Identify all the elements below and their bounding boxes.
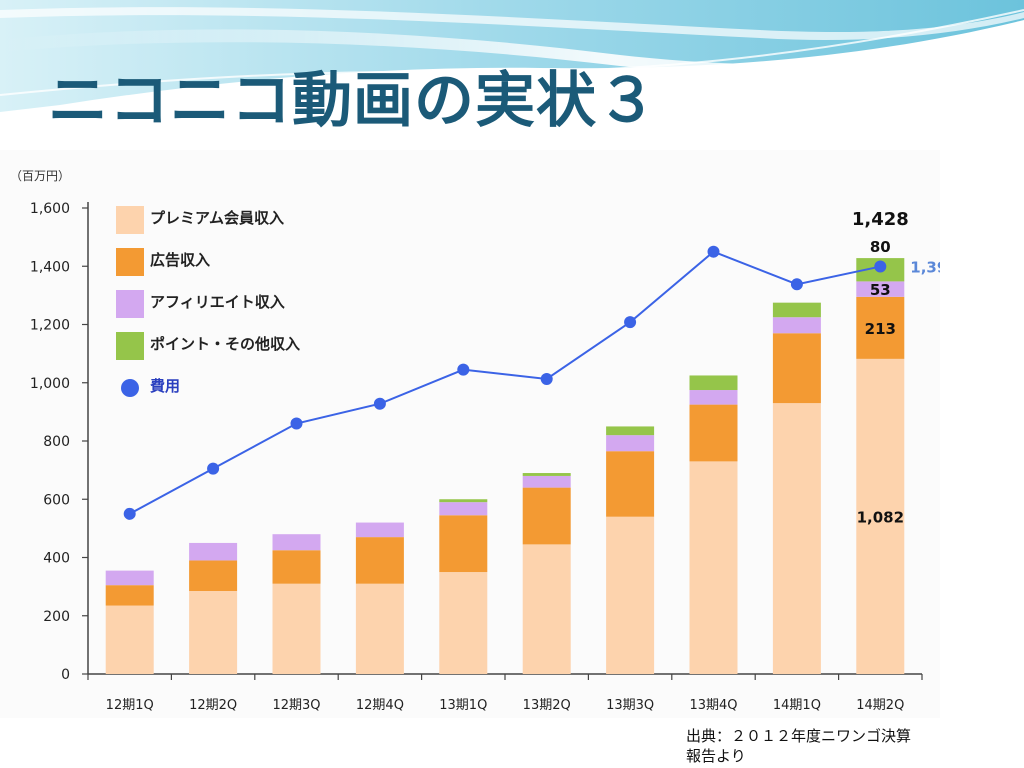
x-tick-label: 14期1Q	[773, 698, 821, 713]
source-line-1: 出典：２０１２年度ニワンゴ決算	[686, 727, 912, 745]
legend-swatch-3	[116, 290, 144, 318]
x-tick-label: 12期2Q	[189, 698, 237, 713]
x-tick-label: 12期4Q	[356, 698, 404, 713]
bar-segment-2	[439, 515, 488, 573]
legend-swatch-cost	[121, 379, 139, 397]
bar-segment-4	[522, 473, 571, 476]
bar-segment-3	[856, 281, 905, 297]
legend-swatch-4	[116, 332, 144, 360]
bar-segment-3	[772, 317, 821, 334]
bar-segment-2	[189, 560, 238, 591]
x-tick-label: 14期2Q	[856, 698, 904, 713]
bar-segment-2	[272, 550, 321, 584]
source-note: 出典：２０１２年度ニワンゴ決算 報告より	[686, 726, 911, 766]
x-tick-label: 12期3Q	[272, 698, 320, 713]
data-label-total: 1,428	[852, 209, 909, 230]
bar-segment-2	[606, 451, 655, 517]
bar-segment-1	[272, 583, 321, 674]
source-line-2: 報告より	[686, 747, 746, 765]
data-label-ads: 213	[865, 320, 896, 338]
x-tick-label: 13期3Q	[606, 698, 654, 713]
bar-segment-1	[606, 516, 655, 674]
legend-label-2: 広告収入	[150, 251, 210, 269]
x-tick-label: 13期2Q	[523, 698, 571, 713]
slide-title: ニコニコ動画の実状３	[48, 66, 658, 136]
legend-label-1: プレミアム会員収入	[150, 209, 284, 227]
cost-point	[123, 507, 136, 520]
y-tick-label: 1,200	[30, 318, 70, 334]
cost-point	[540, 372, 553, 385]
y-tick-label: 1,600	[30, 201, 70, 217]
legend-swatch-1	[116, 206, 144, 234]
y-tick-label: 0	[61, 667, 70, 683]
bar-segment-3	[522, 475, 571, 488]
cost-point	[624, 316, 637, 329]
bar-segment-1	[772, 403, 821, 674]
bar-segment-3	[606, 435, 655, 452]
cost-line	[129, 250, 881, 515]
bar-segment-3	[272, 534, 321, 551]
y-tick-label: 400	[43, 551, 70, 567]
cost-point	[457, 363, 470, 376]
y-tick-label: 200	[43, 609, 70, 625]
data-label-cost: 1,399	[910, 259, 940, 277]
y-tick-label: 1,000	[30, 376, 70, 392]
data-label-affiliate: 53	[870, 281, 891, 299]
y-tick-label: 1,400	[30, 259, 70, 275]
cost-point	[373, 397, 386, 410]
bar-segment-2	[105, 585, 154, 606]
bar-segment-4	[689, 375, 738, 391]
cost-point	[874, 260, 887, 273]
bar-segment-3	[439, 502, 488, 516]
bar-segment-2	[689, 404, 738, 462]
bar-segment-1	[522, 544, 571, 674]
legend-swatch-2	[116, 248, 144, 276]
bar-segment-2	[856, 296, 905, 359]
unit-label: （百万円）	[10, 169, 70, 183]
legend-label-3: アフィリエイト収入	[150, 293, 285, 311]
stacked-bar-chart: （百万円） 0 200 400 600 800 1,000 1,200 1,400 1,600 12…	[10, 169, 940, 713]
bar-segment-4	[606, 426, 655, 436]
y-tick-label: 600	[43, 492, 70, 508]
cost-point	[207, 462, 220, 475]
bar-segment-1	[189, 590, 238, 674]
x-tick-label: 13期1Q	[439, 698, 487, 713]
bar-segment-1	[105, 605, 154, 674]
legend-label-4: ポイント・その他収入	[150, 335, 300, 353]
bar-segment-2	[355, 537, 404, 584]
legend-label-cost: 費用	[150, 377, 180, 395]
bar-segment-4	[772, 302, 821, 318]
bar-segment-2	[522, 487, 571, 545]
bar-segment-3	[189, 542, 238, 561]
cost-point	[290, 417, 303, 430]
bar-segment-3	[105, 570, 154, 586]
y-tick-label: 800	[43, 434, 70, 450]
bar-segment-1	[856, 358, 905, 674]
bar-segment-4	[439, 499, 488, 503]
bar-segment-3	[689, 390, 738, 405]
x-tick-label: 12期1Q	[106, 698, 154, 713]
bar-segment-1	[439, 572, 488, 674]
data-label-points: 80	[870, 238, 891, 256]
bar-segment-1	[689, 461, 738, 674]
cost-point	[790, 278, 803, 291]
bar-segment-3	[355, 522, 404, 538]
chart-panel: （百万円） 0 200 400 600 800 1,000 1,200 1,400 1,600 12…	[0, 150, 940, 718]
x-tick-label: 13期4Q	[689, 698, 737, 713]
data-label-premium: 1,082	[857, 508, 904, 526]
bar-segment-2	[772, 333, 821, 404]
header-wave-decoration	[0, 0, 1024, 112]
bar-segment-1	[355, 583, 404, 674]
cost-point	[707, 245, 720, 258]
